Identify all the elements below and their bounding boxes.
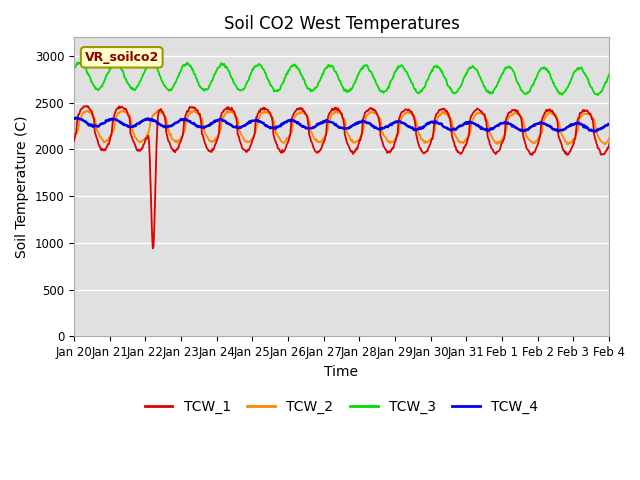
- X-axis label: Time: Time: [324, 365, 358, 379]
- Title: Soil CO2 West Temperatures: Soil CO2 West Temperatures: [223, 15, 460, 33]
- Text: VR_soilco2: VR_soilco2: [84, 51, 159, 64]
- Y-axis label: Soil Temperature (C): Soil Temperature (C): [15, 116, 29, 258]
- Legend: TCW_1, TCW_2, TCW_3, TCW_4: TCW_1, TCW_2, TCW_3, TCW_4: [139, 394, 544, 420]
